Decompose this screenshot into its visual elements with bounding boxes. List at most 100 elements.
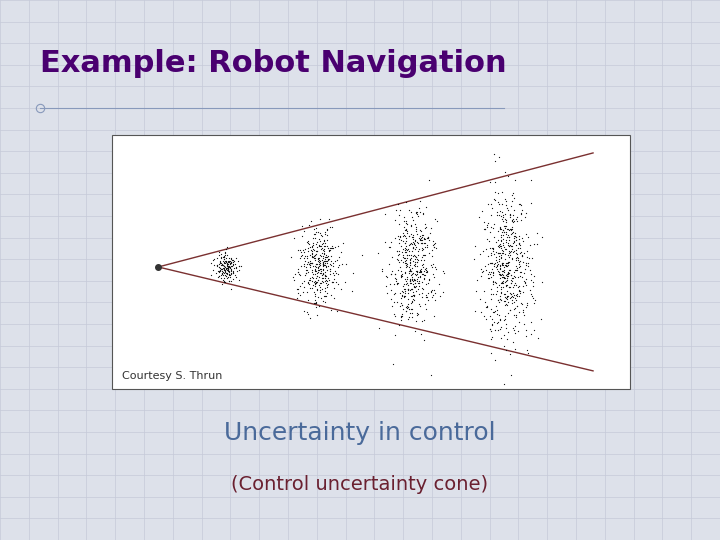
Point: [510, 310, 521, 319]
Point: [430, 243, 441, 252]
Point: [397, 244, 409, 253]
Point: [317, 260, 328, 268]
Text: (Control uncertainty cone): (Control uncertainty cone): [231, 475, 489, 494]
Point: [390, 330, 401, 339]
Point: [320, 256, 332, 265]
Point: [302, 246, 314, 255]
Point: [497, 211, 508, 219]
Point: [399, 274, 410, 283]
Point: [492, 295, 503, 304]
Point: [524, 265, 536, 274]
Point: [410, 253, 421, 261]
Point: [208, 261, 220, 269]
Point: [305, 242, 316, 251]
Point: [311, 285, 323, 294]
Point: [400, 303, 411, 312]
Point: [505, 289, 517, 298]
Point: [219, 271, 230, 279]
Point: [216, 254, 228, 262]
Point: [515, 299, 526, 308]
Point: [507, 273, 518, 282]
Point: [497, 276, 508, 285]
Point: [307, 270, 319, 279]
Point: [488, 250, 500, 259]
Point: [503, 292, 514, 300]
Point: [400, 245, 412, 253]
Point: [429, 262, 441, 271]
Point: [506, 229, 518, 238]
Point: [521, 346, 533, 354]
Point: [289, 234, 300, 242]
Point: [395, 294, 406, 302]
Point: [320, 272, 332, 281]
Point: [513, 260, 524, 268]
Point: [508, 338, 519, 346]
Point: [504, 305, 516, 314]
Point: [300, 268, 312, 277]
Point: [410, 207, 421, 216]
Point: [405, 267, 416, 275]
Point: [217, 271, 229, 279]
Point: [399, 239, 410, 247]
Point: [214, 264, 225, 273]
Point: [505, 275, 516, 284]
Point: [415, 234, 426, 242]
Point: [510, 245, 522, 254]
Point: [410, 225, 421, 233]
Point: [488, 262, 500, 271]
Point: [315, 269, 327, 278]
Point: [320, 276, 332, 285]
Point: [222, 260, 233, 268]
Point: [510, 215, 521, 224]
Point: [400, 254, 411, 263]
Point: [502, 172, 513, 180]
Point: [315, 251, 326, 259]
Point: [513, 281, 524, 290]
Point: [322, 255, 333, 264]
Point: [397, 301, 408, 309]
Point: [491, 289, 503, 298]
Point: [397, 223, 409, 232]
Point: [213, 267, 225, 276]
Point: [498, 235, 509, 244]
Point: [494, 273, 505, 282]
Point: [408, 261, 420, 269]
Point: [489, 188, 500, 197]
Point: [291, 294, 302, 302]
Point: [487, 321, 498, 330]
Point: [402, 295, 414, 303]
Point: [504, 306, 516, 314]
Point: [233, 275, 245, 284]
Point: [410, 208, 421, 217]
Point: [223, 267, 235, 276]
Point: [503, 265, 515, 274]
Point: [320, 262, 331, 271]
Point: [320, 253, 331, 261]
Point: [425, 229, 436, 238]
Point: [302, 238, 313, 247]
Point: [512, 253, 523, 262]
Point: [317, 274, 328, 282]
Point: [514, 268, 526, 277]
Point: [408, 239, 420, 247]
Point: [510, 233, 522, 241]
Point: [518, 288, 529, 296]
Point: [505, 251, 516, 259]
Point: [318, 269, 329, 278]
Text: Uncertainty in control: Uncertainty in control: [224, 421, 496, 445]
Point: [500, 197, 512, 206]
Point: [428, 286, 440, 294]
Point: [215, 265, 227, 273]
Point: [411, 262, 423, 271]
Point: [502, 272, 513, 281]
Point: [217, 275, 229, 284]
Point: [294, 291, 306, 299]
Point: [504, 225, 516, 233]
Point: [514, 272, 526, 281]
Point: [400, 234, 412, 242]
Point: [230, 267, 242, 275]
Point: [501, 293, 513, 301]
Point: [304, 314, 315, 322]
Point: [318, 259, 329, 268]
Point: [502, 298, 513, 307]
